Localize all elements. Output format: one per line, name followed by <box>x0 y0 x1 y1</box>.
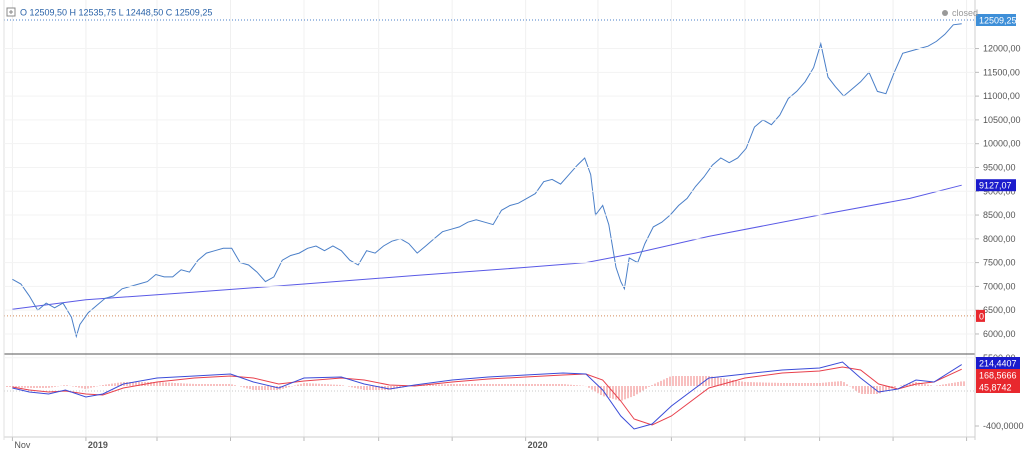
moving-average-badge-bg <box>976 179 1016 192</box>
histogram-value-badge: 45,8742 <box>979 383 1012 393</box>
market-status-text: closed <box>952 8 978 18</box>
macd-axis-ticks: -400,0000 <box>975 421 1024 431</box>
price-tick-label: 7000,00 <box>983 281 1016 291</box>
price-axis-ticks: 5500,006000,006500,007000,007500,008000,… <box>4 44 1021 363</box>
histogram-value-badge-bg <box>976 381 1020 393</box>
axis-badges: 12509,25 9127,07 0 214,4407 168,5666 45,8742 <box>976 14 1020 393</box>
ohlc-legend: O 12509,50 H 12535,75 L 12448,50 C 12509… <box>6 7 212 18</box>
time-tick-label: 2020 <box>528 440 548 450</box>
signal-value-badge: 168,5666 <box>979 371 1017 381</box>
time-tick-label: Nov <box>14 440 31 450</box>
price-tick-label: 10500,00 <box>983 115 1021 125</box>
reference-badge-bg <box>976 309 985 322</box>
price-tick-label: 9000,00 <box>983 186 1016 196</box>
market-status: closed <box>942 8 978 18</box>
last-price-badge: 12509,25 <box>979 16 1017 26</box>
price-tick-label: 10000,00 <box>983 139 1021 149</box>
macd-signal-line <box>12 366 962 426</box>
vertical-gridlines <box>11 0 968 441</box>
moving-average-line <box>12 184 962 310</box>
last-price-badge-bg <box>976 14 1016 26</box>
price-tick-label: 11000,00 <box>983 91 1020 101</box>
price-tick-label: 6500,00 <box>983 305 1016 315</box>
price-tick-label: 8000,00 <box>983 234 1016 244</box>
ohlc-values: O 12509,50 H 12535,75 L 12448,50 C 12509… <box>20 8 212 18</box>
price-tick-label: 12000,00 <box>983 44 1021 54</box>
time-tick-label: 2019 <box>88 440 108 450</box>
macd-value-badge: 214,4407 <box>979 359 1017 369</box>
status-dot-icon <box>942 10 948 16</box>
macd-value-badge-bg <box>976 357 1020 369</box>
moving-average-badge: 9127,07 <box>979 181 1012 191</box>
price-tick-label: 11500,00 <box>983 67 1020 77</box>
price-tick-label: 6000,00 <box>983 329 1016 339</box>
price-tick-label: 7500,00 <box>983 258 1016 268</box>
price-tick-label: 8500,00 <box>983 210 1016 220</box>
time-axis-ticks: Nov 2019 2020 <box>14 440 547 450</box>
macd-histogram <box>6 376 965 401</box>
macd-line <box>12 361 962 430</box>
signal-value-badge-bg <box>976 369 1020 381</box>
price-line[interactable] <box>12 23 962 339</box>
reference-badge: 0 <box>979 311 984 321</box>
price-tick-label: 9500,00 <box>983 162 1016 172</box>
macd-tick-label: -400,0000 <box>983 421 1024 431</box>
